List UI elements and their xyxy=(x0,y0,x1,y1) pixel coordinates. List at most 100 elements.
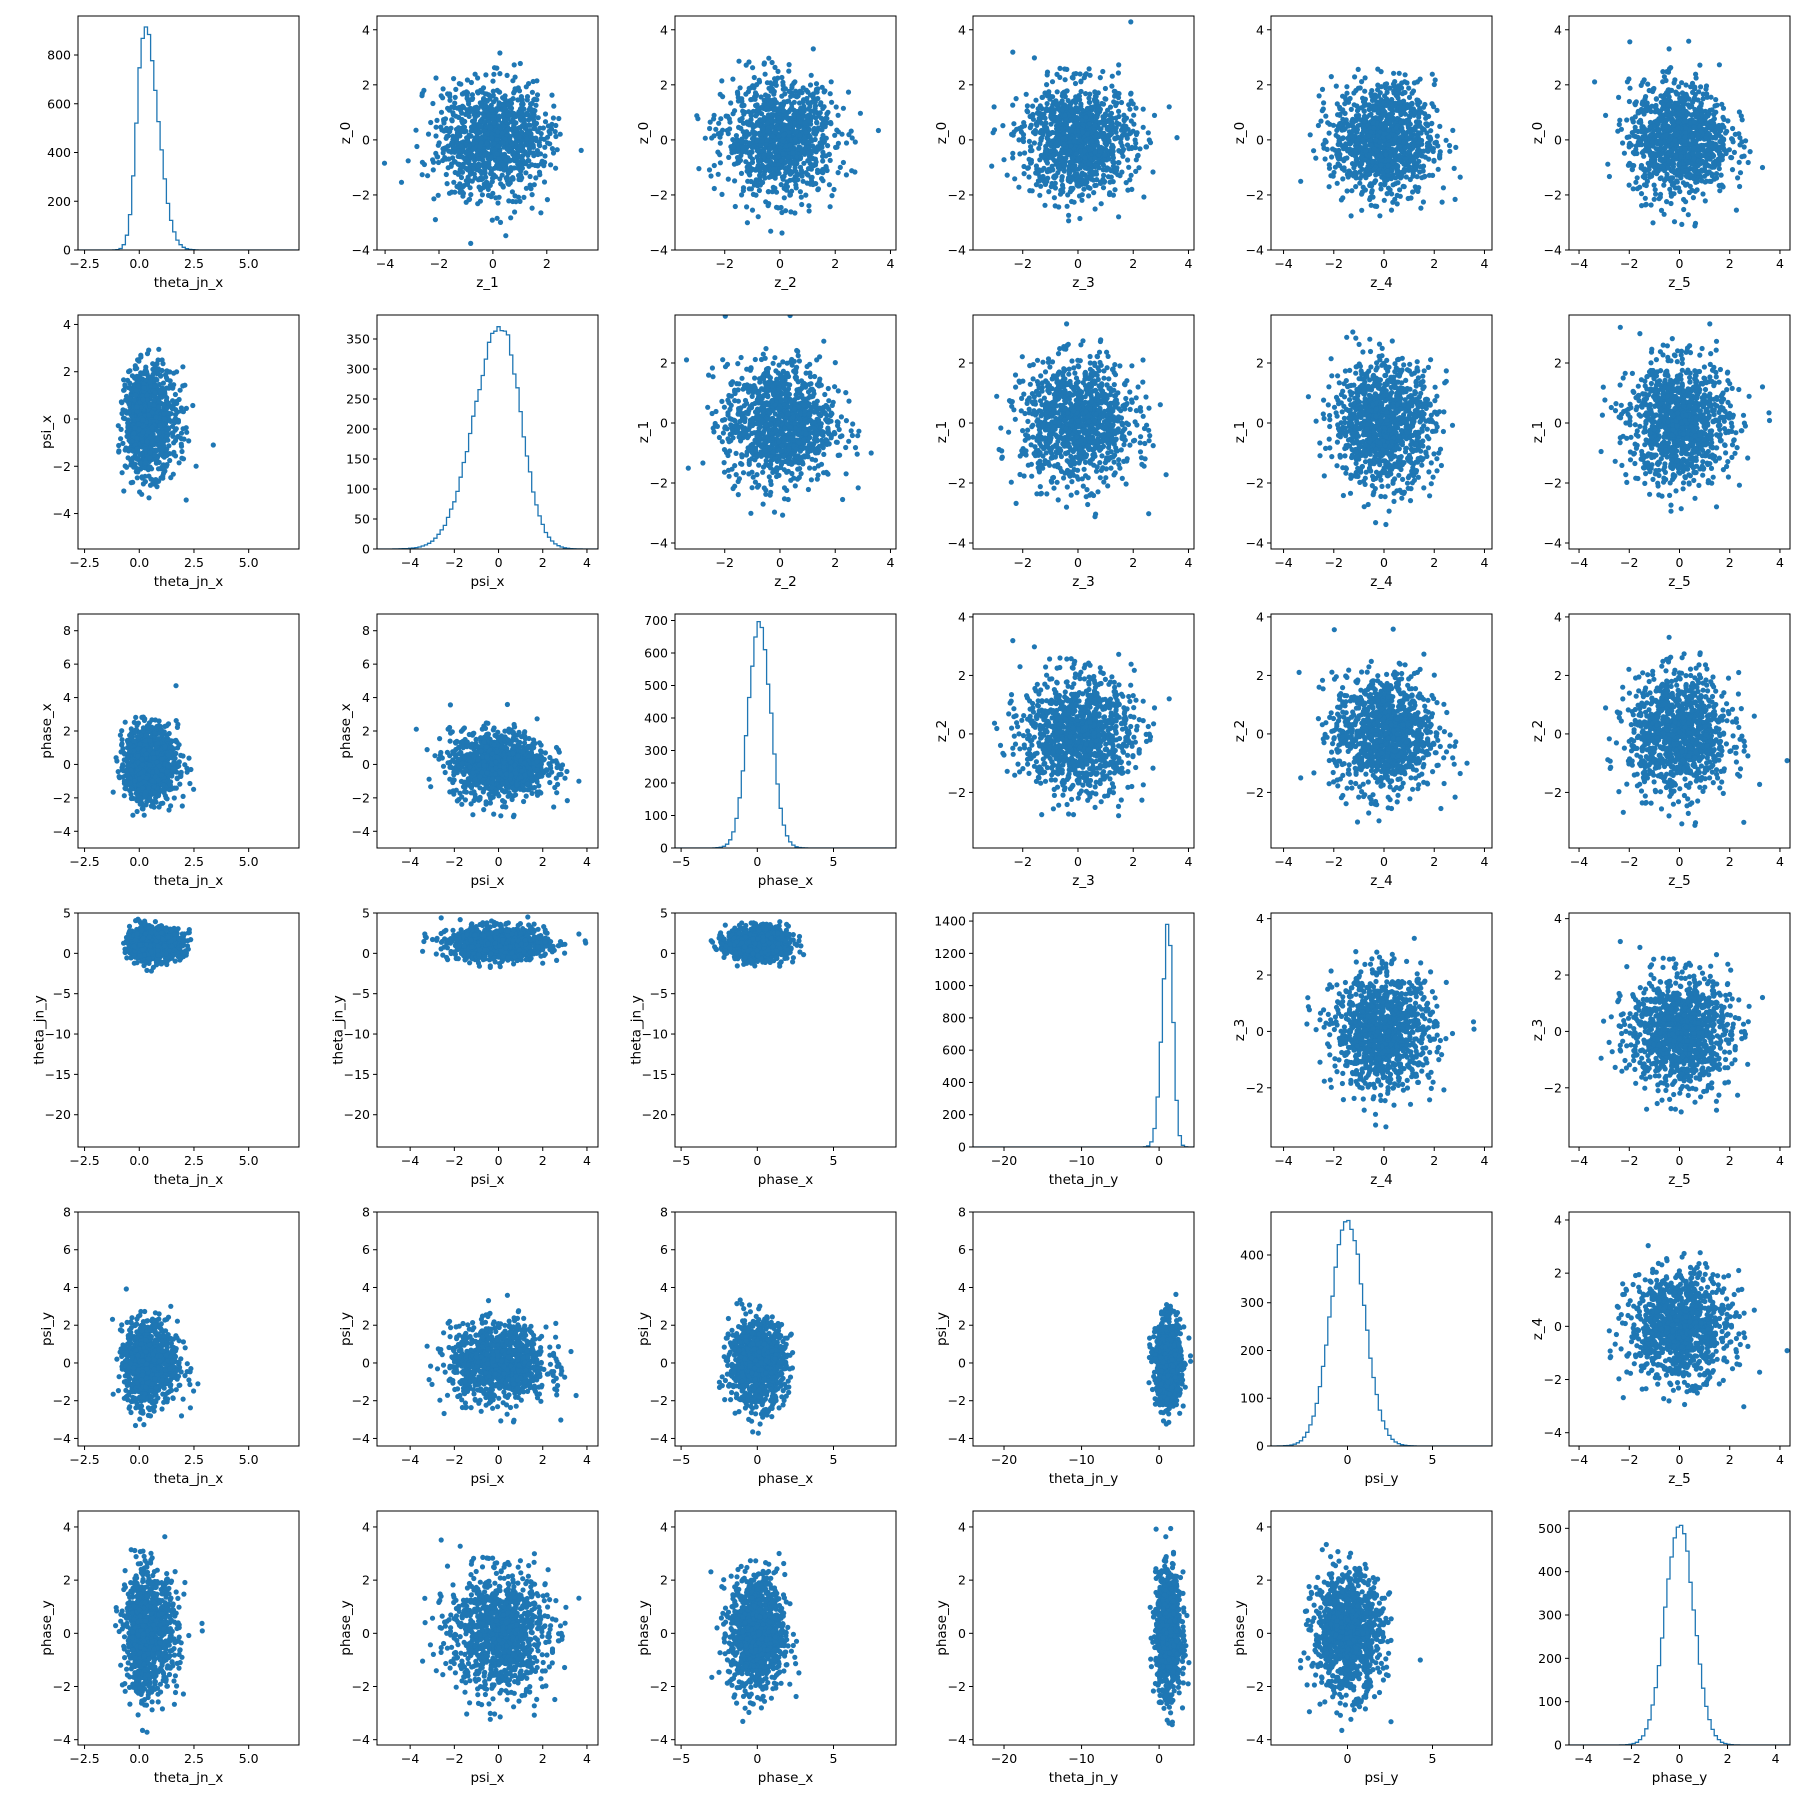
scatter-point xyxy=(772,147,778,154)
scatter-point xyxy=(1042,181,1049,187)
scatter-point xyxy=(381,160,388,166)
scatter-point xyxy=(541,136,547,142)
scatter-point xyxy=(791,99,797,105)
scatter-point xyxy=(1326,184,1332,190)
scatter-point xyxy=(1404,117,1410,124)
scatter-point xyxy=(792,164,798,171)
scatter-point xyxy=(811,181,818,187)
scatter-point xyxy=(738,170,745,176)
scatter-point xyxy=(1328,74,1334,80)
scatter-point xyxy=(765,189,772,195)
scatter-point xyxy=(820,158,826,164)
scatter-point xyxy=(1420,168,1426,174)
scatter-point xyxy=(1412,110,1418,116)
scatter-point xyxy=(1102,151,1108,158)
scatter-point xyxy=(1416,111,1422,117)
scatter-point xyxy=(715,149,721,155)
scatter-point xyxy=(1394,115,1400,122)
scatter-point xyxy=(1027,125,1033,131)
scatter-point xyxy=(790,150,796,156)
scatter-point xyxy=(1639,203,1645,209)
scatter-point xyxy=(828,79,834,85)
scatter-point xyxy=(764,120,771,127)
scatter-point xyxy=(1087,112,1093,118)
scatter-point xyxy=(1409,106,1415,112)
scatter-point xyxy=(707,119,713,125)
scatter-point xyxy=(1071,138,1077,144)
scatter-point xyxy=(486,112,492,118)
scatter-point xyxy=(430,100,436,107)
scatter-point xyxy=(549,121,555,127)
scatter-point xyxy=(470,166,476,172)
scatter-point xyxy=(840,105,847,111)
plot-area xyxy=(1298,66,1463,219)
y-tick-label: −2 xyxy=(948,187,966,202)
scatter-point xyxy=(1387,101,1394,107)
scatter-point xyxy=(1353,171,1359,177)
scatter-point xyxy=(744,204,750,210)
scatter-point xyxy=(1082,165,1088,171)
scatter-point xyxy=(1402,168,1408,174)
scatter-point xyxy=(801,160,807,166)
scatter-point xyxy=(778,158,784,164)
scatter-point xyxy=(471,111,477,117)
scatter-point xyxy=(1361,113,1368,119)
scatter-point xyxy=(746,131,753,137)
scatter-point xyxy=(1060,136,1066,142)
scatter-point xyxy=(1353,184,1359,190)
scatter-point xyxy=(730,144,737,150)
scatter-point xyxy=(1373,172,1379,178)
scatter-point xyxy=(1114,120,1120,126)
scatter-point xyxy=(779,137,786,144)
scatter-point xyxy=(1069,127,1075,133)
scatter-point xyxy=(1402,89,1408,96)
scatter-point xyxy=(731,149,738,155)
scatter-point xyxy=(1050,167,1056,173)
scatter-point xyxy=(1105,126,1111,132)
scatter-point xyxy=(1122,127,1128,133)
scatter-point xyxy=(1009,131,1015,137)
scatter-point xyxy=(1022,150,1028,156)
scatter-point xyxy=(803,129,809,135)
scatter-point xyxy=(1110,192,1116,198)
scatter-point xyxy=(1392,79,1398,85)
scatter-point xyxy=(1081,75,1087,81)
y-tick-label: −2 xyxy=(1246,187,1264,202)
y-axis-label: z_0 xyxy=(1232,122,1248,144)
scatter-point xyxy=(1355,123,1361,129)
scatter-point xyxy=(1395,95,1401,101)
scatter-point xyxy=(801,106,807,112)
scatter-point xyxy=(809,163,815,169)
scatter-point xyxy=(1334,180,1340,186)
scatter-point xyxy=(1423,121,1429,127)
scatter-point xyxy=(1357,180,1363,186)
scatter-point xyxy=(1130,101,1136,107)
scatter-point xyxy=(1106,166,1112,172)
scatter-point xyxy=(812,109,818,115)
scatter-point xyxy=(1113,115,1119,121)
scatter-point xyxy=(819,127,825,133)
scatter-point xyxy=(483,174,489,180)
scatter-point xyxy=(1726,147,1732,153)
scatter-point xyxy=(534,92,541,98)
scatter-point xyxy=(530,150,536,156)
scatter-point xyxy=(532,162,538,168)
scatter-point xyxy=(1366,106,1372,113)
scatter-point xyxy=(1065,125,1071,131)
scatter-point xyxy=(527,105,533,111)
scatter-point xyxy=(1344,188,1350,194)
x-tick-label: 4 xyxy=(886,256,894,271)
scatter-point xyxy=(1360,137,1366,143)
scatter-point xyxy=(1340,135,1346,141)
x-tick-label: −2 xyxy=(430,256,448,271)
scatter-point xyxy=(1087,72,1093,78)
scatter-point xyxy=(765,128,771,134)
scatter-point xyxy=(1378,181,1384,188)
scatter-point xyxy=(1431,158,1437,164)
scatter-point xyxy=(734,89,741,95)
scatter-point xyxy=(991,127,998,133)
scatter-point xyxy=(798,167,805,174)
scatter-point xyxy=(1088,104,1094,110)
scatter-point xyxy=(1043,158,1049,164)
scatter-point xyxy=(530,112,536,118)
